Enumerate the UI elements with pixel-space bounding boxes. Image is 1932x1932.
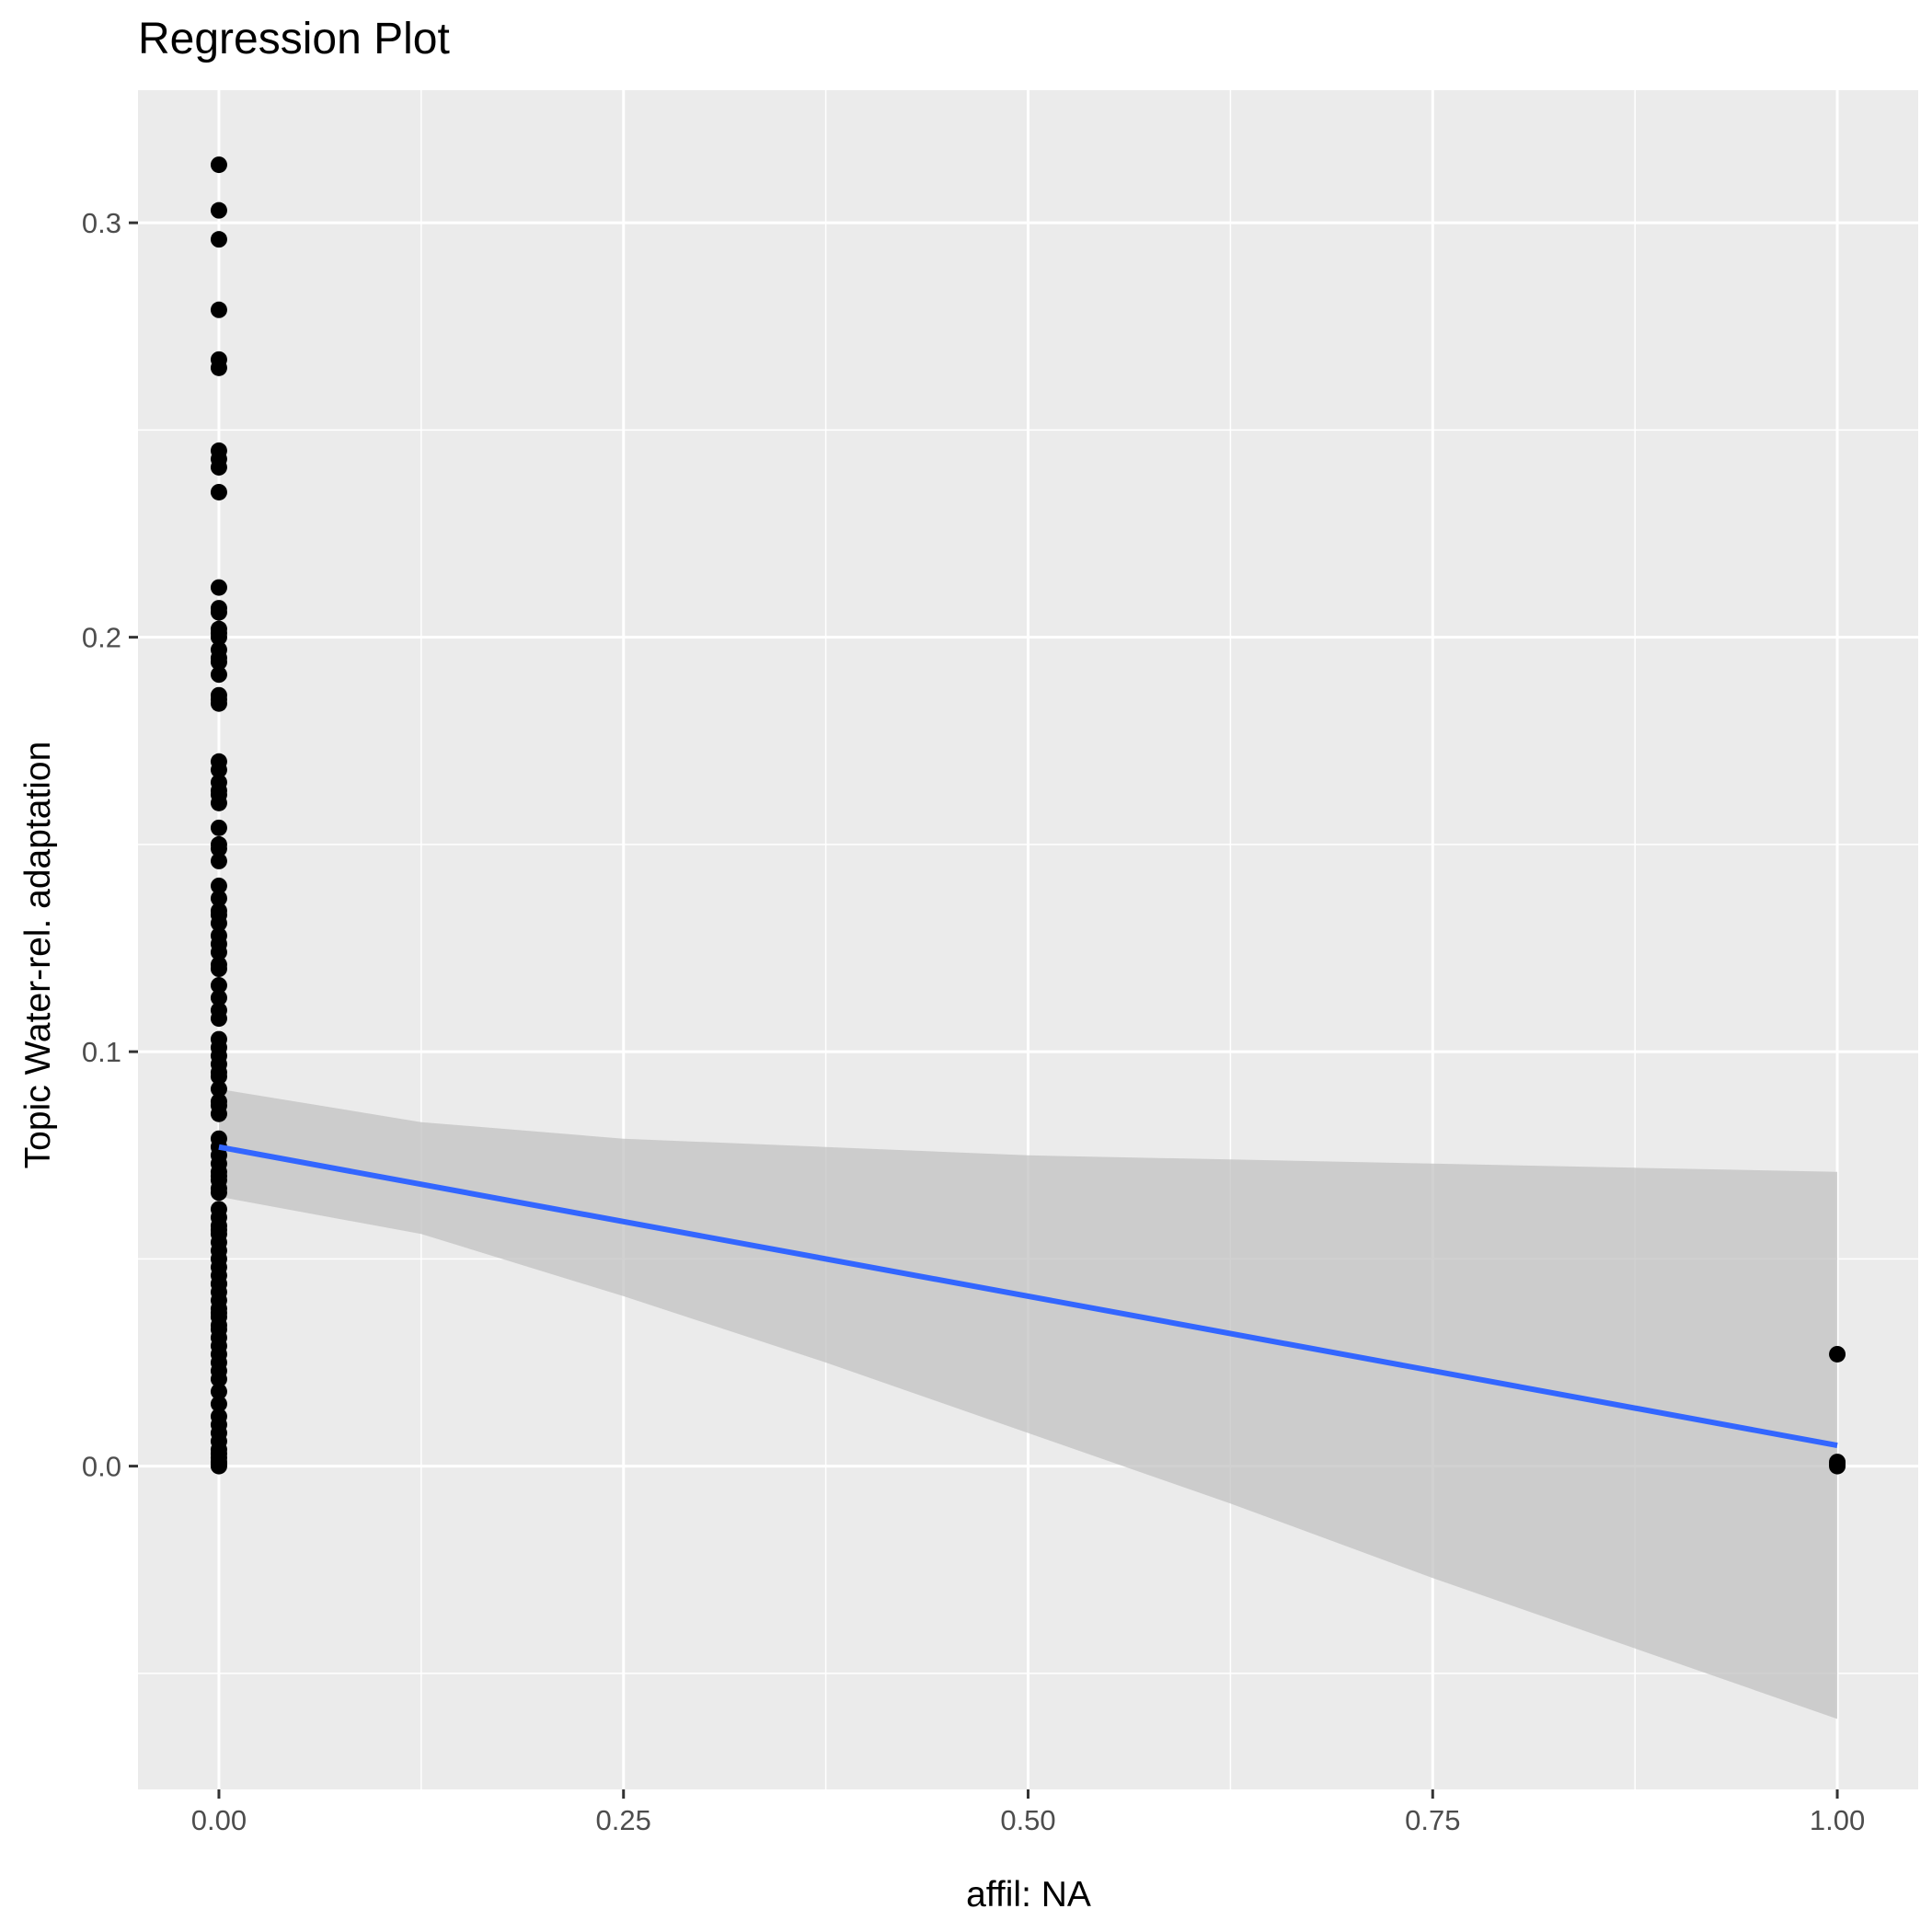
data-point (210, 761, 227, 778)
y-tick-label: 0.0 (82, 1451, 121, 1483)
y-axis: 0.0 0.1 0.2 0.3 (82, 207, 138, 1483)
data-point (210, 1209, 227, 1226)
data-point (210, 231, 227, 248)
data-point (210, 691, 227, 708)
data-point (210, 1396, 227, 1413)
x-axis-title: affil: NA (966, 1875, 1091, 1915)
data-point (210, 906, 227, 924)
x-tick-label: 0.00 (191, 1804, 247, 1836)
data-point (210, 819, 227, 836)
data-point (210, 359, 227, 376)
data-point (210, 579, 227, 596)
x-tick-label: 1.00 (1810, 1804, 1865, 1836)
data-point (210, 483, 227, 500)
x-axis: 0.00 0.25 0.50 0.75 1.00 (191, 1789, 1865, 1836)
data-point (210, 960, 227, 978)
data-point (210, 977, 227, 995)
data-point (210, 1093, 227, 1110)
confidence-ribbon (219, 1088, 1837, 1719)
data-point (210, 1304, 227, 1321)
data-point (210, 666, 227, 684)
data-point (210, 1080, 227, 1098)
data-point (210, 877, 227, 894)
chart-title: Regression Plot (138, 15, 450, 63)
x-tick-label: 0.50 (1000, 1804, 1055, 1836)
data-point (210, 1184, 227, 1202)
data-point (210, 1320, 227, 1338)
data-point (210, 782, 227, 799)
data-point (210, 835, 227, 853)
data-point (210, 989, 227, 1006)
data-point (210, 1167, 227, 1185)
x-tick-label: 0.75 (1405, 1804, 1460, 1836)
y-tick-label: 0.2 (82, 622, 121, 654)
data-point (210, 458, 227, 476)
data-point (210, 936, 227, 953)
data-point (210, 301, 227, 318)
data-point (210, 1010, 227, 1028)
data-point (210, 890, 227, 907)
data-point (210, 1455, 227, 1473)
data-point (210, 1064, 227, 1081)
y-tick-label: 0.3 (82, 207, 121, 239)
data-points (210, 156, 1846, 1475)
data-point (210, 1363, 227, 1380)
y-axis-title: Topic Water-rel. adaptation (18, 742, 58, 1169)
data-point (210, 1416, 227, 1433)
data-point (210, 1105, 227, 1122)
data-point (210, 1221, 227, 1238)
data-point (210, 156, 227, 174)
data-point (1829, 1345, 1846, 1363)
data-point (1829, 1457, 1846, 1475)
data-point (210, 794, 227, 811)
x-tick-label: 0.25 (596, 1804, 651, 1836)
y-tick-label: 0.1 (82, 1036, 121, 1068)
data-point (210, 604, 227, 621)
data-point (210, 201, 227, 219)
data-point (210, 852, 227, 869)
regression-line (218, 1144, 1838, 1449)
data-point (210, 1275, 227, 1293)
data-point (210, 650, 227, 667)
data-point (210, 1383, 227, 1400)
data-point (210, 625, 227, 642)
